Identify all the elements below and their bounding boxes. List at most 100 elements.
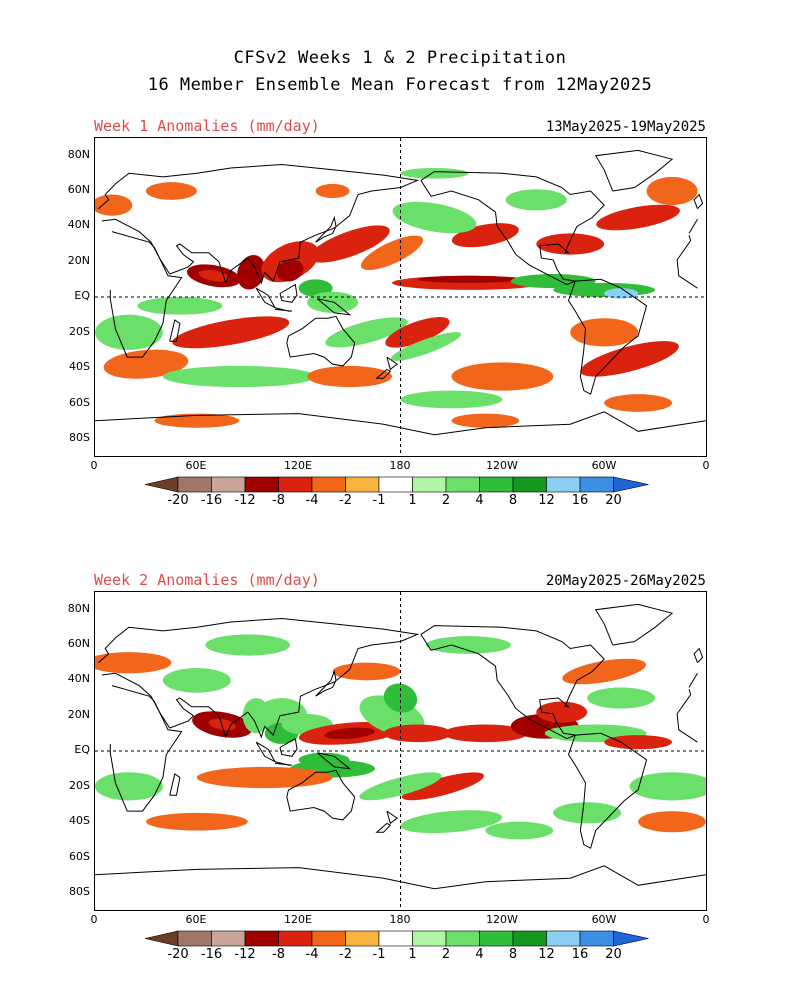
latitude-tick-label: 60S bbox=[69, 850, 90, 863]
coastline bbox=[255, 741, 277, 763]
anomaly-region bbox=[646, 176, 698, 206]
anomaly-region bbox=[154, 413, 240, 428]
anomaly-region bbox=[485, 821, 554, 840]
longitude-tick-label: 60E bbox=[185, 459, 207, 472]
anomaly-region bbox=[103, 349, 189, 379]
anomaly-region bbox=[587, 687, 656, 709]
week1-date-range: 13May2025-19May2025 bbox=[545, 119, 706, 135]
latitude-tick-label: EQ bbox=[74, 743, 90, 756]
anomaly-region bbox=[425, 636, 511, 654]
latitude-tick-label: 20N bbox=[67, 708, 90, 721]
coastline bbox=[315, 215, 337, 243]
anomaly-region bbox=[95, 772, 163, 801]
colorbar-swatch bbox=[479, 930, 514, 947]
latitude-tick-label: 40N bbox=[67, 672, 90, 685]
colorbar-tick-label: -2 bbox=[339, 947, 352, 962]
colorbar-tick-label: 16 bbox=[571, 493, 589, 508]
longitude-tick-label: 0 bbox=[702, 459, 710, 472]
longitude-tick-label: 0 bbox=[90, 459, 98, 472]
anomaly-region bbox=[536, 233, 605, 255]
anomaly-region bbox=[400, 390, 503, 409]
latitude-tick-label: 80S bbox=[69, 885, 90, 898]
longitude-tick-label: 180 bbox=[389, 913, 411, 926]
coastline bbox=[693, 647, 704, 664]
colorbar-tick-label: 8 bbox=[508, 947, 518, 962]
colorbar-tick-label: -1 bbox=[372, 493, 386, 508]
anomaly-region bbox=[196, 766, 333, 789]
coastlines bbox=[95, 603, 706, 890]
anomaly-region bbox=[604, 394, 673, 412]
coastline bbox=[95, 411, 706, 436]
chart-title-line-1: CFSv2 Weeks 1 & 2 Precipitation bbox=[233, 48, 567, 68]
colorbar-tick-label: 12 bbox=[538, 947, 555, 962]
longitude-tick-label: 120E bbox=[284, 459, 312, 472]
week2-map bbox=[94, 591, 707, 911]
anomaly-region bbox=[237, 255, 266, 290]
anomaly-region bbox=[629, 772, 706, 801]
colorbar-tick-label: -8 bbox=[272, 493, 285, 508]
coastline bbox=[316, 752, 352, 770]
colorbar-tick-label: -4 bbox=[305, 493, 319, 508]
anomaly-region bbox=[553, 802, 622, 824]
longitude-tick-label: 60E bbox=[185, 913, 207, 926]
colorbar-swatch bbox=[445, 930, 480, 947]
colorbar-tick-label: 4 bbox=[475, 493, 484, 508]
anomaly-field bbox=[95, 634, 706, 840]
chart-title-line-2: 16 Member Ensemble Mean Forecast from 12… bbox=[147, 75, 653, 95]
anomaly-region bbox=[442, 724, 528, 743]
colorbar-tick-label: 1 bbox=[408, 947, 417, 962]
colorbar-tick-label: -12 bbox=[234, 493, 256, 508]
anomaly-region bbox=[162, 667, 231, 693]
latitude-tick-label: 20N bbox=[67, 254, 90, 267]
week1-map bbox=[94, 137, 707, 457]
coastline bbox=[95, 865, 706, 890]
colorbar-swatch bbox=[244, 930, 279, 947]
colorbar-tick-label: 2 bbox=[441, 493, 451, 508]
longitude-tick-label: 60W bbox=[591, 913, 617, 926]
colorbar-tick-label: -16 bbox=[200, 947, 223, 962]
coastline bbox=[567, 278, 648, 395]
colorbar-tick-label: 20 bbox=[605, 947, 622, 962]
colorbar-swatch bbox=[378, 930, 413, 947]
coastline bbox=[98, 617, 698, 739]
anomaly-region bbox=[401, 772, 484, 801]
anomaly-region bbox=[570, 318, 639, 347]
coastline bbox=[279, 283, 298, 303]
anomaly-region bbox=[400, 168, 469, 179]
coastline bbox=[594, 149, 674, 192]
colorbar-tick-label: -2 bbox=[339, 493, 352, 508]
coastline bbox=[274, 761, 292, 766]
latitude-tick-label: 80N bbox=[67, 148, 90, 161]
anomaly-region bbox=[580, 341, 679, 377]
latitude-tick-label: 60S bbox=[69, 396, 90, 409]
longitude-tick-label: 120E bbox=[284, 913, 312, 926]
anomaly-region bbox=[505, 189, 567, 211]
anomaly-region bbox=[383, 683, 418, 713]
colorbar-tick-label: 1 bbox=[408, 493, 417, 508]
anomaly-region bbox=[417, 275, 520, 283]
colorbar-swatch bbox=[211, 930, 246, 947]
anomaly-region bbox=[172, 316, 290, 349]
colorbar-swatch bbox=[345, 930, 380, 947]
colorbar-tick-label: -16 bbox=[200, 493, 223, 508]
colorbar-right-arrow bbox=[613, 476, 649, 493]
anomaly-region bbox=[145, 812, 248, 831]
anomaly-region bbox=[596, 204, 680, 231]
coastline bbox=[286, 769, 356, 821]
anomaly-region bbox=[392, 201, 477, 234]
colorbar-tick-label: 4 bbox=[475, 947, 484, 962]
coastline bbox=[420, 171, 605, 286]
anomaly-region bbox=[162, 365, 316, 388]
colorbar-tick-label: 2 bbox=[441, 947, 451, 962]
anomaly-region bbox=[332, 662, 401, 681]
anomaly-region bbox=[360, 235, 424, 271]
anomaly-region bbox=[208, 718, 236, 731]
anomaly-region bbox=[298, 752, 350, 767]
anomaly-region bbox=[95, 314, 163, 350]
coastline bbox=[420, 625, 605, 740]
anomaly-region bbox=[604, 288, 639, 299]
colorbar-swatch bbox=[177, 930, 212, 947]
colorbar-tick-label: -12 bbox=[234, 947, 256, 962]
coastline bbox=[286, 315, 356, 367]
colorbar-swatch bbox=[412, 930, 447, 947]
